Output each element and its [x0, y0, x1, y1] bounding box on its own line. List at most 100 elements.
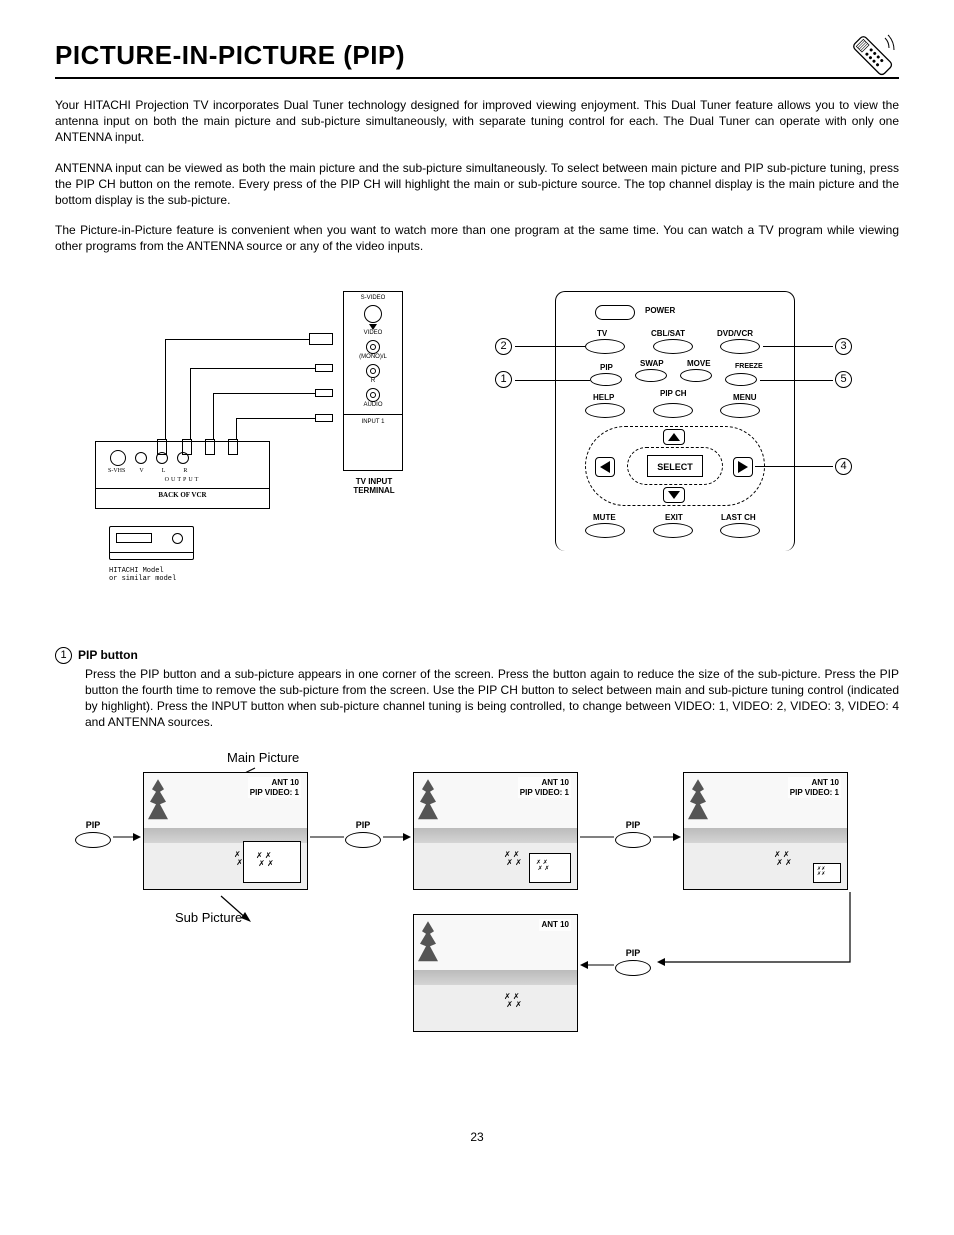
pip-button-section: 1 PIP button Press the PIP button and a …: [55, 647, 899, 731]
vcr-label-output: OUTPUT: [96, 477, 269, 483]
video-plug: [315, 364, 333, 372]
title-rule: [55, 77, 899, 79]
vcr-label-v: V: [139, 468, 143, 474]
pip-button-body: Press the PIP button and a sub-picture a…: [85, 666, 899, 731]
swap-label: SWAP: [640, 359, 664, 368]
help-label: HELP: [593, 393, 614, 402]
freeze-label: FREEZE: [735, 363, 763, 370]
pip-press-1: PIP: [75, 820, 111, 848]
callout-1: 1: [495, 371, 512, 388]
cblsat-button: [653, 339, 693, 354]
vcr-back-caption: BACK OF VCR: [96, 488, 269, 499]
port-video: [366, 340, 380, 354]
remote-corner-icon: [849, 32, 899, 82]
terminal-caption: TV INPUT TERMINAL: [335, 477, 413, 495]
audio-l-plug: [315, 389, 333, 397]
vcr-wiring-diagram: S-VIDEO VIDEO (MONO)/L R AUDIO INPUT 1 T…: [95, 291, 435, 611]
exit-button: [653, 523, 693, 538]
callout-3: 3: [835, 338, 852, 355]
power-label: POWER: [645, 306, 675, 315]
screen-4-osd: ANT 10: [539, 919, 571, 931]
dpad-left: [595, 457, 615, 477]
tv-button: [585, 339, 625, 354]
mute-button: [585, 523, 625, 538]
vcr-label-svhs: S-VHS: [108, 468, 125, 474]
dvdvcr-label: DVD/VCR: [717, 329, 753, 338]
screen-1: ✗ ✗ ✗ ✗ ANT 10PIP VIDEO: 1 ✗ ✗ ✗ ✗: [143, 772, 308, 890]
terminal-label-audio: AUDIO: [344, 402, 402, 408]
menu-label: MENU: [733, 393, 757, 402]
terminal-label-r: R: [344, 378, 402, 384]
diagrams-row: S-VIDEO VIDEO (MONO)/L R AUDIO INPUT 1 T…: [95, 291, 899, 611]
terminal-label-monol: (MONO)/L: [344, 354, 402, 360]
screen-1-subpicture: ✗ ✗ ✗ ✗: [243, 841, 301, 883]
vcr-port-v: [135, 452, 147, 464]
vcr-port-svhs: [110, 450, 126, 466]
pip-press-3: PIP: [615, 820, 651, 848]
vcr-back-panel: S-VHS V L R OUTPUT BACK OF VCR: [95, 441, 270, 509]
main-picture-label: Main Picture: [227, 750, 299, 765]
pip-press-4: PIP: [615, 948, 651, 976]
section-number-1: 1: [55, 647, 72, 664]
remote-diagram: POWER TV CBL/SAT DVD/VCR PIP SWAP MOVE F…: [495, 291, 855, 551]
move-button: [680, 369, 712, 382]
vcr-label-r: R: [183, 468, 187, 474]
audio-r-plug: [315, 414, 333, 422]
pipch-label: PIP CH: [660, 389, 687, 398]
screen-3-osd: ANT 10PIP VIDEO: 1: [788, 777, 841, 798]
page-title: PICTURE-IN-PICTURE (PIP): [55, 40, 899, 71]
dvdvcr-button: [720, 339, 760, 354]
tv-input-terminal: S-VIDEO VIDEO (MONO)/L R AUDIO INPUT 1: [343, 291, 403, 471]
intro-para-2: ANTENNA input can be viewed as both the …: [55, 160, 899, 209]
screen-4: ✗ ✗ ✗ ✗ ANT 10: [413, 914, 578, 1032]
mute-label: MUTE: [593, 513, 616, 522]
page-number: 23: [55, 1130, 899, 1144]
vcr-unit-icon: [109, 526, 194, 560]
pip-press-2: PIP: [345, 820, 381, 848]
screen-2-osd: ANT 10PIP VIDEO: 1: [518, 777, 571, 798]
port-svideo: [364, 305, 382, 323]
screen-2-subpicture: ✗ ✗ ✗ ✗: [529, 853, 571, 883]
freeze-button: [725, 373, 757, 386]
pip-button: [590, 373, 622, 386]
cblsat-label: CBL/SAT: [651, 329, 685, 338]
vcr-label-l: L: [162, 468, 166, 474]
dpad-down: [663, 487, 685, 503]
screen-2: ✗ ✗ ✗ ✗ ANT 10PIP VIDEO: 1 ✗ ✗ ✗ ✗: [413, 772, 578, 890]
move-label: MOVE: [687, 359, 711, 368]
callout-2: 2: [495, 338, 512, 355]
terminal-label-input1: INPUT 1: [344, 414, 402, 425]
pip-button-heading: PIP button: [78, 648, 138, 662]
hitachi-model-caption: HITACHI Model or similar model: [109, 567, 176, 584]
vcr-port-r: [177, 452, 189, 464]
exit-label: EXIT: [665, 513, 683, 522]
port-audio-r: [366, 388, 380, 402]
callout-5: 5: [835, 371, 852, 388]
screen-1-osd: ANT 10PIP VIDEO: 1: [248, 777, 301, 798]
terminal-label-video: VIDEO: [344, 330, 402, 336]
screens-diagram: Main Picture PIP ✗ ✗ ✗ ✗ ANT 10PIP VIDEO…: [55, 750, 899, 1070]
pipch-button: [653, 403, 693, 418]
lastch-button: [720, 523, 760, 538]
callout-4: 4: [835, 458, 852, 475]
tv-label: TV: [597, 329, 607, 338]
dpad-up: [663, 429, 685, 445]
vcr-port-l: [156, 452, 168, 464]
power-button: [595, 305, 635, 320]
help-button: [585, 403, 625, 418]
screen-3-subpicture: ✗✗✗✗: [813, 863, 841, 883]
sub-picture-label: Sub Picture: [175, 910, 242, 925]
swap-button: [635, 369, 667, 382]
intro-para-1: Your HITACHI Projection TV incorporates …: [55, 97, 899, 146]
pip-label: PIP: [600, 363, 613, 372]
svideo-plug: [309, 333, 333, 345]
dpad-right: [733, 457, 753, 477]
intro-para-3: The Picture-in-Picture feature is conven…: [55, 222, 899, 254]
lastch-label: LAST CH: [721, 513, 756, 522]
dpad-inner-outline: [627, 447, 723, 485]
screen-3: ✗ ✗ ✗ ✗ ANT 10PIP VIDEO: 1 ✗✗✗✗: [683, 772, 848, 890]
terminal-label-svideo: S-VIDEO: [344, 295, 402, 301]
cable-svideo: [165, 339, 309, 340]
port-audio-l: [366, 364, 380, 378]
menu-button: [720, 403, 760, 418]
